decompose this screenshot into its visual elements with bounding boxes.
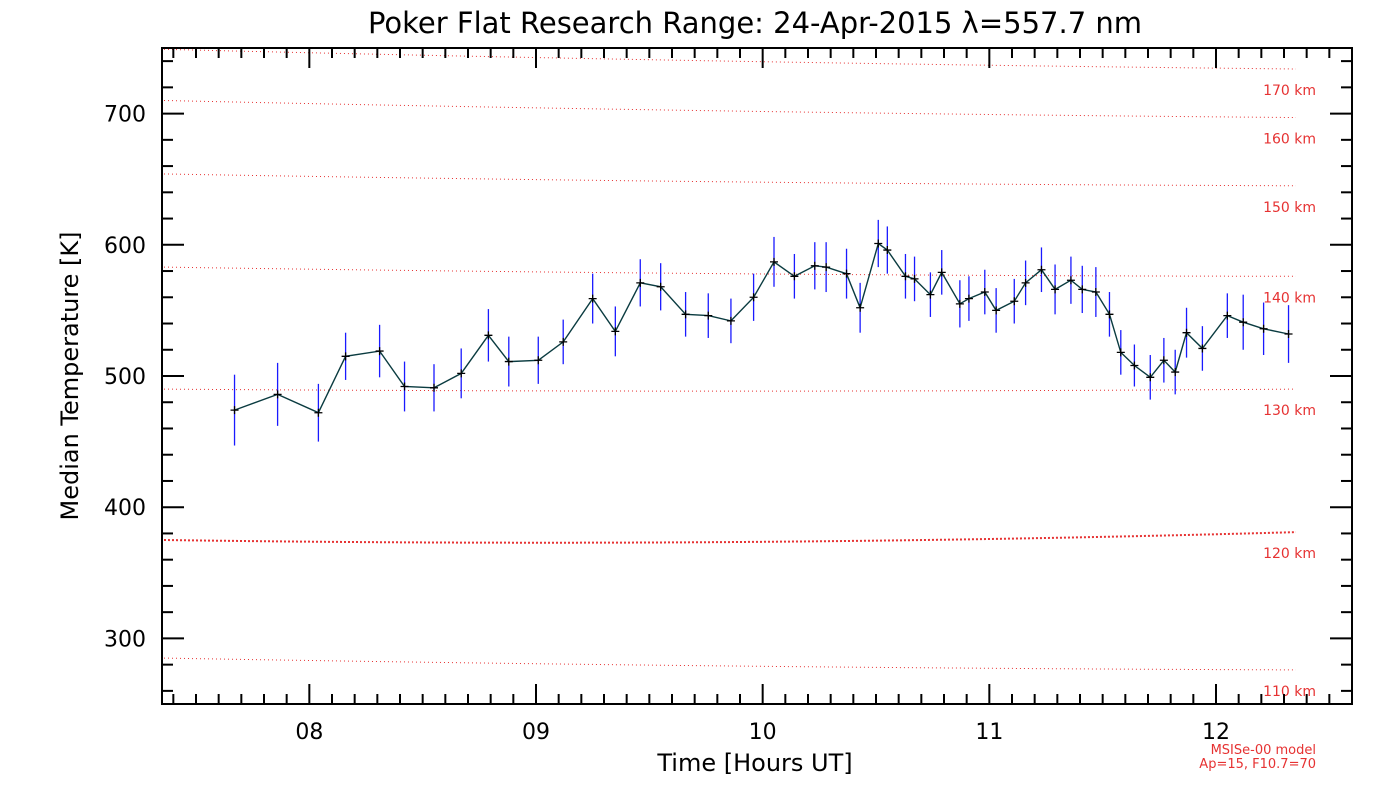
- data-point-44: [1116, 348, 1125, 357]
- model-curve-label-2: 130 km: [1263, 403, 1316, 419]
- data-points: [230, 239, 1293, 417]
- x-axis-title: Time [Hours UT]: [656, 749, 852, 777]
- x-tick-label-1: 09: [522, 720, 550, 745]
- data-point-29: [910, 274, 919, 283]
- y-tick-label-3: 600: [104, 234, 146, 259]
- x-tick-label-2: 10: [749, 720, 777, 745]
- data-point-25: [856, 303, 865, 312]
- y-tick-label-2: 500: [104, 365, 146, 390]
- data-point-24: [842, 269, 851, 278]
- data-point-0: [230, 406, 239, 415]
- data-point-41: [1078, 285, 1087, 294]
- data-point-10: [534, 356, 543, 365]
- data-point-6: [430, 383, 438, 392]
- data-point-7: [457, 369, 466, 378]
- model-curve-label-4: 150 km: [1263, 200, 1316, 216]
- data-point-52: [1239, 318, 1248, 327]
- data-point-3: [341, 352, 350, 361]
- axis-ticks: [162, 48, 1353, 704]
- data-point-34: [980, 288, 989, 297]
- model-curves: 110 km 120 km 130 km 140 km 150 km 160 km 170 …: [163, 48, 1316, 700]
- data-point-45: [1130, 361, 1139, 370]
- x-tick-label-0: 08: [295, 720, 323, 745]
- chart-title: Poker Flat Research Range: 24-Apr-2015 λ…: [368, 6, 1142, 40]
- data-point-4: [375, 347, 384, 356]
- x-tick-label-3: 11: [975, 720, 1003, 745]
- data-point-8: [484, 331, 493, 340]
- model-note-line-1: MSISe-00 model: [1211, 743, 1316, 758]
- y-tick-label-1: 400: [104, 496, 146, 521]
- data-point-28: [901, 272, 910, 281]
- data-point-15: [656, 282, 665, 291]
- data-point-20: [770, 257, 778, 266]
- data-point-31: [937, 268, 946, 277]
- data-point-54: [1284, 330, 1293, 339]
- model-note-line-2: Ap=15, F10.7=70: [1199, 757, 1316, 772]
- data-point-5: [400, 382, 409, 391]
- data-point-22: [810, 261, 819, 270]
- data-point-50: [1198, 344, 1207, 353]
- data-point-48: [1171, 368, 1180, 377]
- y-tick-labels: 300 400 500 600 700: [104, 103, 146, 653]
- data-point-32: [955, 299, 964, 308]
- y-tick-label-0: 300: [104, 627, 146, 652]
- data-point-33: [964, 294, 973, 303]
- data-point-2: [314, 408, 323, 417]
- data-point-12: [588, 294, 597, 303]
- model-curve-1: [163, 531, 1297, 544]
- x-tick-labels: 08 09 10 11 12: [295, 720, 1230, 745]
- data-point-38: [1037, 265, 1046, 274]
- model-curve-label-1: 120 km: [1263, 546, 1316, 562]
- data-point-35: [992, 306, 1001, 315]
- data-point-13: [611, 327, 620, 336]
- data-point-46: [1146, 373, 1155, 382]
- model-curve-label-3: 140 km: [1263, 290, 1316, 306]
- y-tick-label-4: 700: [104, 103, 146, 128]
- data-point-19: [749, 293, 758, 302]
- data-point-36: [1010, 297, 1019, 306]
- data-point-1: [273, 390, 282, 399]
- data-point-51: [1223, 311, 1232, 320]
- data-point-9: [504, 357, 513, 366]
- data-point-18: [726, 316, 735, 325]
- model-curve-label-6: 170 km: [1263, 83, 1316, 99]
- data-point-26: [874, 239, 883, 248]
- data-point-14: [636, 278, 645, 287]
- x-tick-label-4: 12: [1202, 720, 1230, 745]
- data-point-17: [704, 311, 713, 320]
- data-point-11: [559, 337, 568, 346]
- data-point-23: [822, 263, 831, 272]
- data-point-42: [1091, 288, 1100, 297]
- data-point-37: [1021, 278, 1030, 287]
- y-axis-title: Median Temperature [K]: [56, 231, 84, 520]
- data-point-39: [1051, 285, 1060, 294]
- data-point-47: [1159, 356, 1168, 365]
- data-point-27: [883, 246, 892, 255]
- model-curve-label-0: 110 km: [1263, 684, 1316, 700]
- data-point-49: [1182, 328, 1191, 337]
- data-point-53: [1259, 324, 1268, 333]
- data-point-30: [926, 290, 935, 299]
- data-point-40: [1066, 276, 1075, 285]
- model-curve-label-5: 160 km: [1263, 132, 1316, 148]
- data-point-43: [1105, 310, 1114, 319]
- data-point-21: [790, 272, 799, 281]
- data-point-16: [681, 310, 690, 319]
